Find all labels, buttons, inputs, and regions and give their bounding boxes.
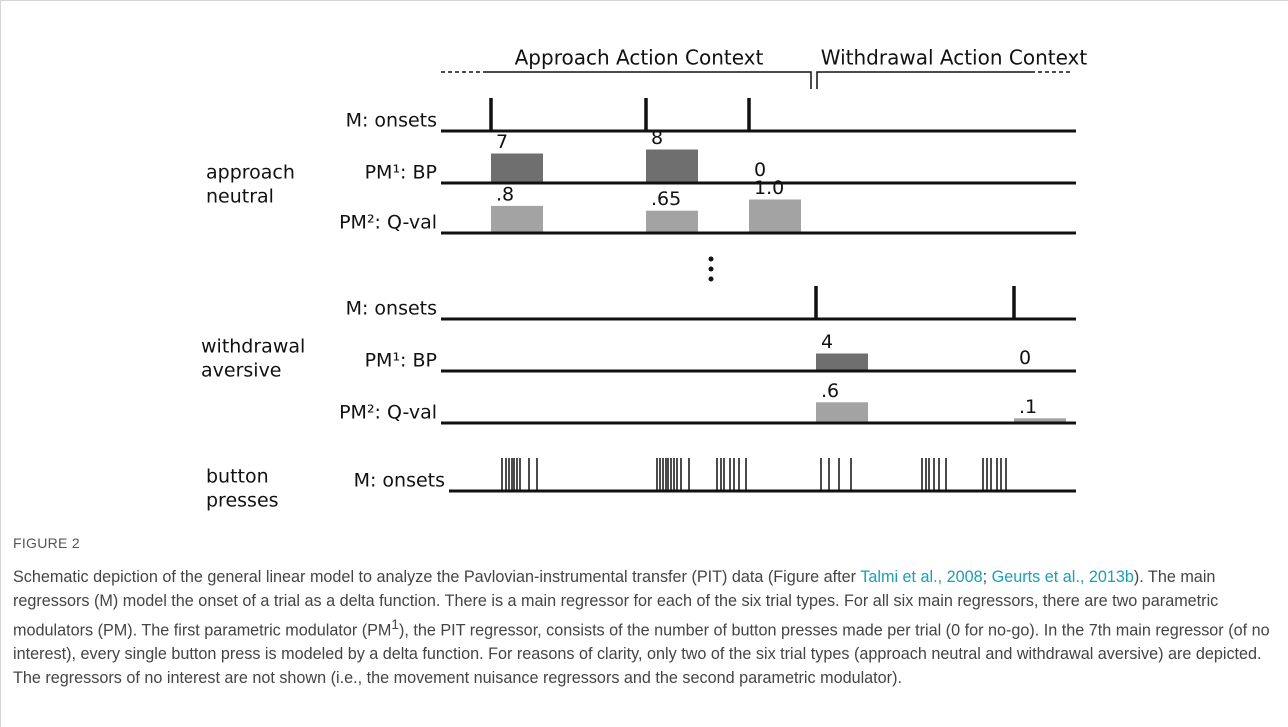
superscript: 1 <box>391 617 399 632</box>
bar-label: 7 <box>496 131 508 153</box>
row-label: PM¹: BP <box>365 162 437 184</box>
group-label: aversive <box>201 360 282 382</box>
bar-label: 4 <box>821 331 833 353</box>
group-label: approach <box>206 162 295 184</box>
bar <box>646 149 698 182</box>
bar <box>646 210 698 232</box>
group-label: neutral <box>206 186 274 208</box>
context-brackets <box>441 71 1073 89</box>
bar-label: .6 <box>821 380 839 402</box>
caption-text: ). The main regressors (M) model the ons… <box>13 568 1219 640</box>
bar <box>749 199 801 232</box>
bar-label: .1 <box>1019 396 1037 418</box>
bar-label: .65 <box>651 188 681 210</box>
row-label: M: onsets <box>346 298 437 320</box>
caption: Schematic depiction of the general linea… <box>13 565 1275 690</box>
bar <box>816 353 868 370</box>
diagram: Approach Action Context Withdrawal Actio… <box>201 46 1088 512</box>
figure-label: FIGURE 2 <box>13 535 80 551</box>
bar <box>491 205 543 232</box>
context-label: Approach Action Context <box>515 46 764 70</box>
bar-label: 1.0 <box>754 177 784 199</box>
row-label: M: onsets <box>346 110 437 132</box>
bar <box>491 153 543 182</box>
context-label: Withdrawal Action Context <box>821 46 1088 70</box>
group-label: presses <box>206 490 279 512</box>
bar-label: 0 <box>754 159 766 181</box>
bar-label: .8 <box>496 183 514 205</box>
row-label: M: onsets <box>354 470 445 492</box>
row-label: PM²: Q-val <box>339 402 437 424</box>
bar-label: 8 <box>651 127 663 149</box>
caption-text: Schematic depiction of the general linea… <box>13 568 861 586</box>
row-label: PM²: Q-val <box>339 212 437 234</box>
caption-text: ; <box>982 568 992 586</box>
bar <box>816 402 868 422</box>
ellipsis <box>708 256 714 282</box>
citation-link[interactable]: Geurts et al., 2013b <box>991 568 1134 586</box>
group-label: button <box>206 466 269 488</box>
citation-link[interactable]: Talmi et al., 2008 <box>860 568 983 586</box>
bar <box>1014 418 1066 422</box>
bar-label: 0 <box>1019 347 1031 369</box>
row-label: PM¹: BP <box>365 350 437 372</box>
group-label: withdrawal <box>201 336 305 358</box>
caption-text: ), the PIT regressor, consists of the nu… <box>13 621 1270 688</box>
